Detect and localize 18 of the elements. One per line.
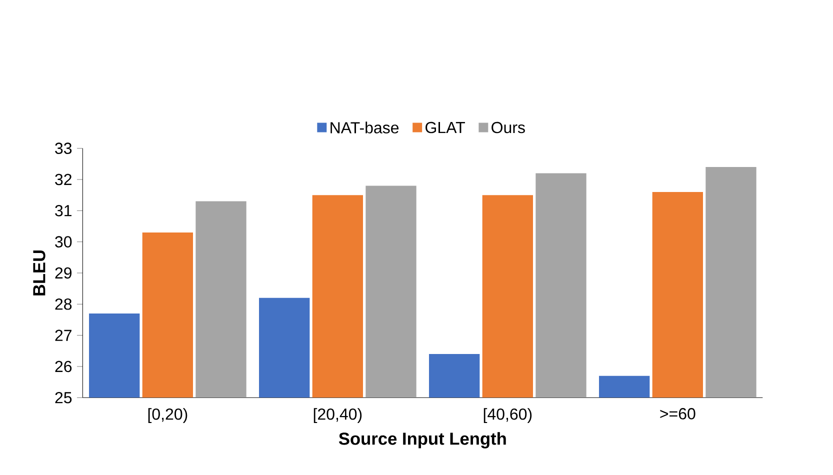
x-tick-label: [0,20) bbox=[148, 408, 188, 423]
y-tick-label: 28 bbox=[55, 298, 72, 310]
y-tick-label: 29 bbox=[55, 267, 72, 279]
y-tick-label: 31 bbox=[55, 205, 72, 216]
legend-label: GLAT bbox=[426, 122, 465, 134]
legend-label: Ours bbox=[492, 122, 525, 134]
y-tick-label: 30 bbox=[55, 236, 72, 248]
x-tick-label: >=60 bbox=[660, 408, 696, 420]
y-tick-label: 26 bbox=[55, 360, 72, 372]
legend-label: NAT-base bbox=[330, 122, 399, 134]
y-tick-label: 32 bbox=[55, 174, 72, 186]
x-axis-title: Source Input Length bbox=[338, 432, 506, 448]
y-tick-label: 27 bbox=[55, 330, 72, 341]
y-tick-label: 25 bbox=[55, 392, 72, 404]
x-tick-label: [40,60) bbox=[484, 408, 532, 423]
x-tick-label: [20,40) bbox=[314, 408, 362, 423]
y-tick-label: 33 bbox=[55, 142, 72, 154]
y-axis-title: BLEU bbox=[33, 250, 46, 296]
